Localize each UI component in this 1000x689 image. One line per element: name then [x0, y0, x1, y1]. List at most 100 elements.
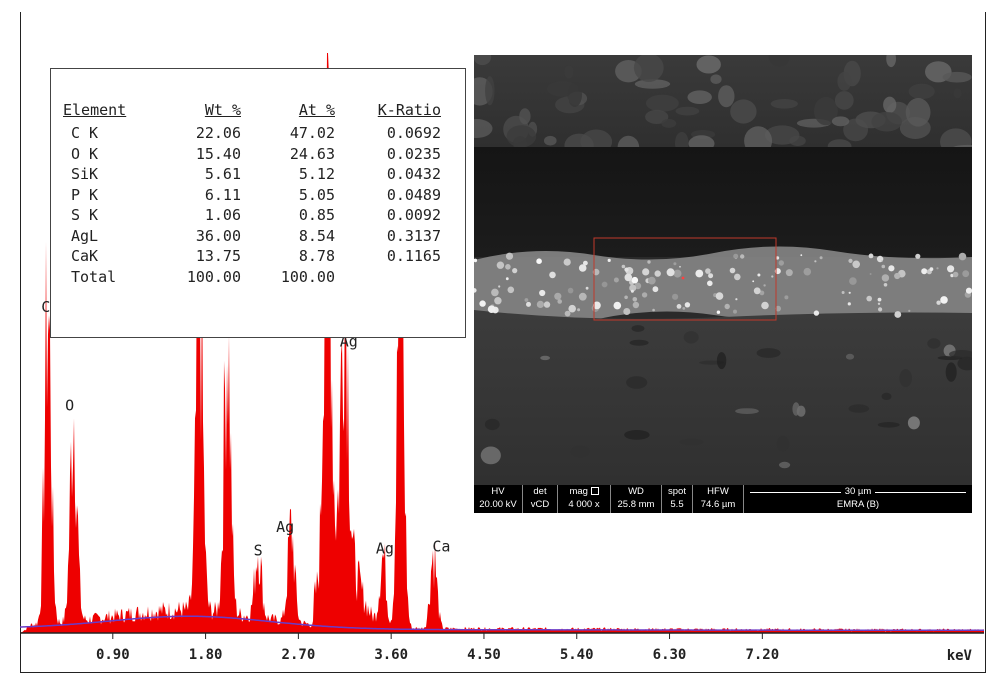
sem-speckle-dot	[543, 301, 551, 308]
sem-speckle-dot	[936, 267, 939, 270]
col-header-kratio: K-Ratio	[377, 101, 441, 119]
sem-speckle-dot	[878, 307, 883, 312]
table-row: CaK 13.75 8.78 0.1165	[63, 246, 441, 267]
sem-speckle-dot	[894, 272, 901, 280]
sem-interface-speckle	[474, 252, 972, 469]
sem-speckle-dot	[621, 264, 626, 269]
sem-speckle-dot	[505, 277, 509, 281]
sem-speckle-dot	[929, 267, 934, 271]
sem-speckle-dot	[624, 295, 628, 300]
sem-substrate-feature	[877, 422, 900, 428]
sem-grain	[768, 55, 790, 67]
databar-hv: HV 20.00 kV	[474, 485, 523, 513]
sem-speckle-dot	[881, 264, 886, 269]
databar-wd: WD 25.8 mm	[611, 485, 662, 513]
sem-grain	[696, 55, 721, 74]
sem-grain	[634, 79, 671, 89]
sem-speckle-dot	[654, 270, 661, 277]
sem-substrate-feature	[899, 369, 912, 388]
sem-speckle-dot	[814, 260, 817, 263]
sem-speckle-dot	[716, 310, 721, 314]
databar-hfw: HFW 74.6 µm	[693, 485, 744, 513]
sem-speckle-dot	[632, 297, 638, 302]
sem-speckle-dot	[673, 269, 682, 278]
sem-speckle-dot	[634, 282, 642, 290]
sem-dark-layer	[474, 147, 972, 257]
databar-det: det vCD	[523, 485, 558, 513]
value-cell: 0.0489	[386, 185, 441, 204]
sem-speckle-dot	[894, 311, 902, 318]
sem-speckle-dot	[505, 264, 511, 270]
sem-grain	[544, 135, 557, 146]
sem-speckle-dot	[666, 268, 675, 277]
value-cell: 22.06	[195, 124, 241, 143]
sem-speckle-dot	[852, 260, 860, 269]
sem-speckle-dot	[965, 287, 972, 294]
x-tick-label: 2.70	[282, 647, 316, 663]
sem-speckle-dot	[564, 310, 571, 317]
sem-speckle-dot	[908, 309, 911, 312]
sem-substrate-feature	[679, 438, 704, 446]
sem-speckle-dot	[868, 253, 874, 259]
sem-substrate-feature	[845, 353, 855, 360]
sem-grain	[474, 55, 492, 66]
sem-speckle-dot	[494, 297, 502, 305]
value-cell: 0.0432	[386, 165, 441, 184]
col-header-element: Element	[63, 101, 127, 119]
sem-speckle-dot	[613, 277, 619, 283]
sem-speckle-dot	[512, 268, 518, 274]
sem-speckle-dot	[524, 298, 529, 302]
sem-speckle-dot	[759, 290, 765, 296]
table-row: AgL 36.00 8.54 0.3137	[63, 226, 441, 247]
sem-grain	[908, 83, 935, 100]
sem-substrate-feature	[957, 356, 972, 371]
sem-speckle-dot	[883, 283, 888, 287]
sem-speckle-dot	[757, 273, 761, 277]
sem-speckle-dot	[474, 258, 478, 263]
sem-speckle-dot	[775, 256, 780, 260]
value-cell: 0.85	[298, 206, 335, 225]
sem-speckle-dot	[498, 285, 501, 288]
sem-substrate-feature	[779, 461, 791, 469]
value-cell: 13.75	[195, 247, 241, 266]
value-cell: 0.1165	[386, 247, 441, 266]
table-row: S K 1.06 0.85 0.0092	[63, 205, 441, 226]
value-cell: 5.05	[298, 185, 335, 204]
sem-speckle-dot	[682, 307, 686, 310]
sem-speckle-dot	[813, 310, 820, 316]
peak-label: Ca	[432, 538, 450, 556]
sem-substrate-feature	[480, 446, 501, 465]
x-tick-label: 3.60	[374, 647, 408, 663]
col-header-wt: Wt %	[204, 101, 241, 119]
peak-label: S	[254, 541, 263, 559]
sem-speckle-dot	[785, 269, 793, 277]
sem-speckle-dot	[849, 277, 857, 285]
sem-grain	[831, 116, 850, 127]
sem-substrate-feature	[631, 325, 645, 332]
sem-speckle-dot	[803, 267, 812, 276]
value-cell: 8.54	[298, 226, 335, 245]
sem-speckle-dot	[715, 292, 724, 300]
x-tick-label: 4.50	[467, 647, 501, 663]
table-row: P K 6.11 5.05 0.0489	[63, 185, 441, 206]
sem-speckle-dot	[577, 308, 581, 312]
sem-substrate-feature	[792, 402, 800, 416]
sem-speckle-dot	[549, 271, 556, 279]
sem-speckle-dot	[629, 284, 637, 292]
peak-label: Ag	[376, 539, 394, 557]
value-cell: 0.3137	[386, 226, 441, 245]
sem-speckle-dot	[819, 256, 823, 260]
sem-speckle-dot	[848, 291, 851, 294]
sem-speckle-dot	[647, 260, 651, 264]
sem-grain	[837, 71, 852, 91]
value-cell: 8.78	[298, 247, 335, 266]
sem-speckle-dot	[921, 268, 928, 275]
sem-speckle-dot	[505, 252, 514, 260]
sem-speckle-dot	[607, 258, 611, 262]
sem-speckle-dot	[496, 261, 505, 269]
value-cell: 100.00	[280, 267, 335, 286]
sem-speckle-dot	[673, 262, 677, 266]
sem-speckle-dot	[624, 273, 633, 282]
element-cell: Total	[71, 267, 117, 286]
sem-speckle-dot	[647, 276, 656, 285]
